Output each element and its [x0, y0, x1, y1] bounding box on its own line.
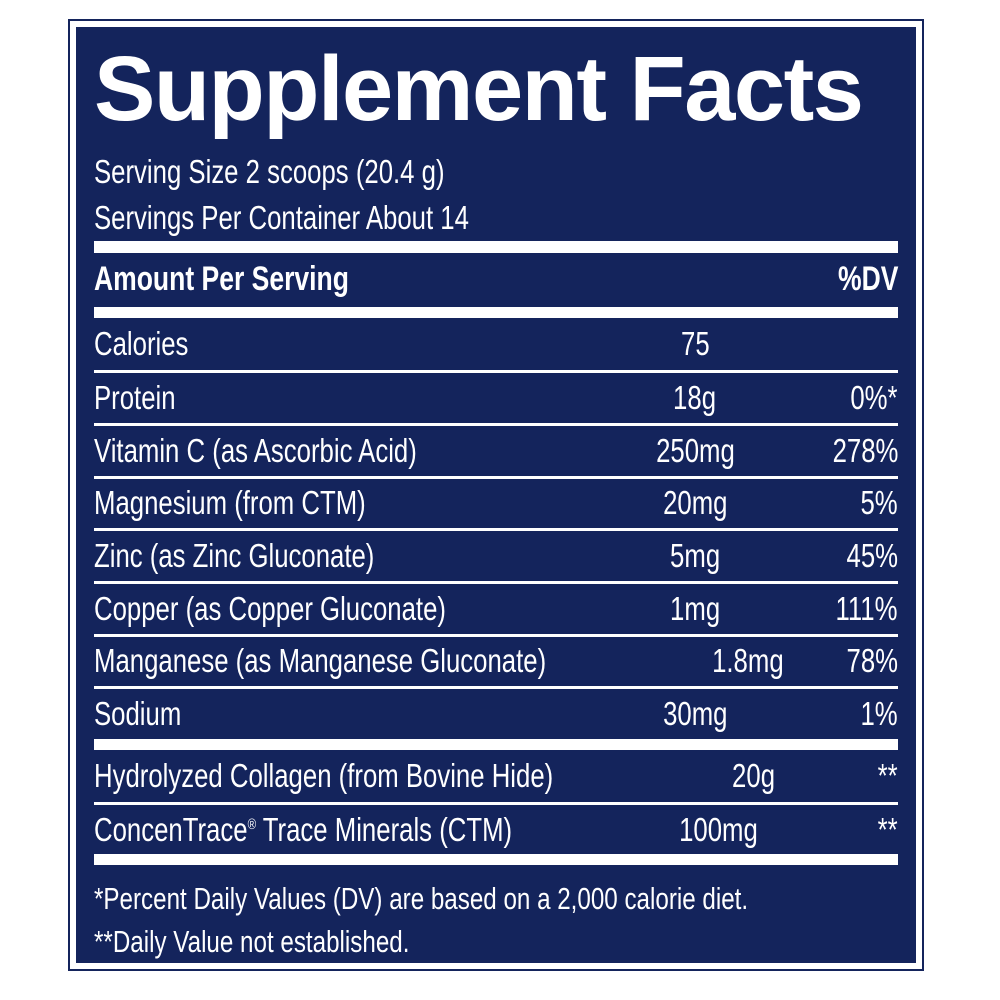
serving-size-line: Serving Size 2 scoops (20.4 g): [94, 149, 898, 195]
row-name: Zinc (as Zinc Gluconate): [94, 537, 375, 575]
table-row: Hydrolyzed Collagen (from Bovine Hide) 2…: [94, 750, 898, 802]
row-dv: 5%: [860, 484, 898, 522]
table-row: Magnesium (from CTM) 20mg 5%: [94, 475, 898, 529]
separator-bar-middle: [94, 739, 898, 750]
servings-per-container-line: Servings Per Container About 14: [94, 195, 898, 241]
table-row: ConcenTrace® Trace Minerals (CTM) 100mg …: [94, 802, 898, 854]
row-amount: 1mg: [669, 589, 721, 627]
row-name: Copper (as Copper Gluconate): [94, 589, 446, 627]
row-amount: 250mg: [655, 431, 735, 469]
row-amount: 20mg: [662, 484, 728, 522]
facts-panel: Supplement Facts Serving Size 2 scoops (…: [76, 27, 916, 963]
row-amount: 5mg: [669, 537, 721, 575]
serving-size-text: Serving Size 2 scoops (20.4 g): [94, 153, 445, 190]
separator-bar-header: [94, 306, 898, 318]
row-amount: 1.8mg: [711, 642, 784, 680]
row-name: Hydrolyzed Collagen (from Bovine Hide): [94, 757, 554, 794]
row-dv: **: [877, 757, 898, 794]
table-row: Protein 18g 0%*: [94, 370, 898, 423]
servings-per-container-text: Servings Per Container About 14: [94, 199, 469, 236]
nutrient-rows-main: Calories 75 Protein 18g 0%* Vitamin C (a…: [94, 318, 898, 740]
row-name: Vitamin C (as Ascorbic Acid): [94, 431, 417, 469]
footnote-dv-not-established: **Daily Value not established.: [94, 924, 410, 959]
footnote-daily-values: *Percent Daily Values (DV) are based on …: [94, 881, 749, 916]
row-dv: 45%: [846, 537, 898, 575]
registered-mark: ®: [247, 816, 257, 833]
row-dv: 1%: [860, 695, 898, 733]
row-dv: 0%*: [850, 379, 898, 417]
table-row: Copper (as Copper Gluconate) 1mg 111%: [94, 580, 898, 634]
row-amount: 30mg: [662, 695, 728, 733]
row-name: ConcenTrace® Trace Minerals (CTM): [94, 810, 513, 848]
row-name: Magnesium (from CTM): [94, 484, 366, 522]
label-outer-border: Supplement Facts Serving Size 2 scoops (…: [68, 19, 924, 971]
row-dv: 278%: [832, 431, 898, 469]
table-header-row: Amount Per Serving %DV: [94, 253, 898, 307]
row-amount: 20g: [732, 757, 776, 794]
panel-title-text: Supplement Facts: [94, 38, 864, 140]
footnotes: *Percent Daily Values (DV) are based on …: [94, 877, 898, 963]
table-row: Sodium 30mg 1%: [94, 686, 898, 739]
separator-bar-top: [94, 241, 898, 253]
row-name: Sodium: [94, 695, 182, 733]
table-row: Vitamin C (as Ascorbic Acid) 250mg 278%: [94, 422, 898, 476]
separator-bar-bottom: [94, 854, 898, 865]
panel-title: Supplement Facts: [94, 41, 898, 137]
row-name: Calories: [94, 324, 189, 362]
percent-dv-header: %DV: [837, 260, 898, 299]
row-amount: 75: [680, 324, 710, 362]
row-name: Manganese (as Manganese Gluconate): [94, 642, 547, 680]
row-amount: 100mg: [679, 810, 758, 848]
row-name: Protein: [94, 379, 176, 417]
table-row: Zinc (as Zinc Gluconate) 5mg 45%: [94, 528, 898, 581]
nutrient-rows-secondary: Hydrolyzed Collagen (from Bovine Hide) 2…: [94, 750, 898, 854]
row-dv: **: [877, 810, 898, 848]
row-dv: 111%: [835, 589, 898, 627]
table-row: Calories 75: [94, 318, 898, 371]
row-amount: 18g: [673, 379, 717, 417]
amount-per-serving-header: Amount Per Serving: [94, 260, 349, 299]
row-dv: 78%: [846, 642, 898, 680]
table-row: Manganese (as Manganese Gluconate) 1.8mg…: [94, 633, 898, 687]
serving-info: Serving Size 2 scoops (20.4 g) Servings …: [94, 149, 898, 241]
